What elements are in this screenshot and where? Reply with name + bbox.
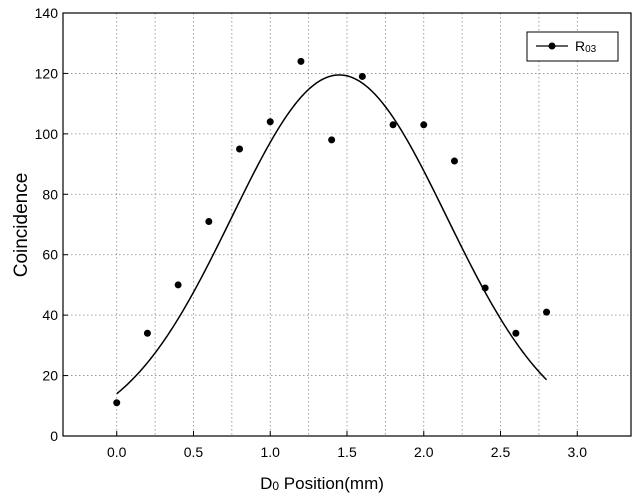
data-point	[174, 281, 182, 289]
x-axis-title-sub: 0	[272, 479, 279, 493]
data-point	[328, 136, 336, 144]
x-tick-label: 2.5	[491, 444, 511, 460]
fit-curve	[116, 74, 548, 395]
x-axis-title-main: D	[260, 474, 272, 493]
ticks-layer: 0.0 0.5 1.0 1.5 2.0 2.5 3.0 0 20 40 60 80 100 120 140	[35, 5, 588, 460]
data-point	[236, 145, 244, 153]
data-point	[512, 329, 520, 337]
x-tick-label: 2.0	[414, 444, 434, 460]
x-tick-label: 3.0	[568, 444, 588, 460]
fit-layer	[116, 74, 548, 395]
x-tick-label: 1.5	[337, 444, 357, 460]
data-point	[420, 121, 428, 129]
data-point	[113, 399, 121, 407]
x-axis-title-rest: Position(mm)	[279, 474, 384, 493]
x-tick-label: 0.0	[107, 444, 127, 460]
data-point	[358, 72, 366, 80]
data-point	[481, 284, 489, 292]
legend: R03	[526, 31, 619, 62]
x-tick-label: 0.5	[184, 444, 204, 460]
points-layer	[113, 57, 551, 407]
data-point	[143, 329, 151, 337]
legend-label-main: R	[575, 38, 585, 54]
y-tick-label: 80	[42, 186, 58, 202]
y-tick-label: 0	[50, 428, 58, 444]
y-tick-label: 120	[35, 65, 59, 81]
data-point	[543, 308, 551, 316]
grid-layer	[63, 13, 631, 436]
data-point	[297, 57, 305, 65]
legend-label: R03	[575, 38, 597, 55]
x-tick-label: 1.0	[261, 444, 281, 460]
y-tick-label: 20	[42, 368, 58, 384]
x-axis-title: D0 Position(mm)	[260, 474, 384, 493]
y-tick-label: 100	[35, 126, 59, 142]
data-point	[205, 217, 213, 225]
legend-marker	[548, 42, 556, 50]
data-point	[266, 118, 274, 126]
data-point	[450, 157, 458, 165]
data-point	[389, 121, 397, 129]
y-tick-label: 40	[42, 307, 58, 323]
y-tick-label: 140	[35, 5, 59, 21]
legend-label-sub: 03	[585, 44, 597, 55]
y-tick-label: 60	[42, 247, 58, 263]
y-axis-title: Coincidence	[11, 173, 32, 278]
